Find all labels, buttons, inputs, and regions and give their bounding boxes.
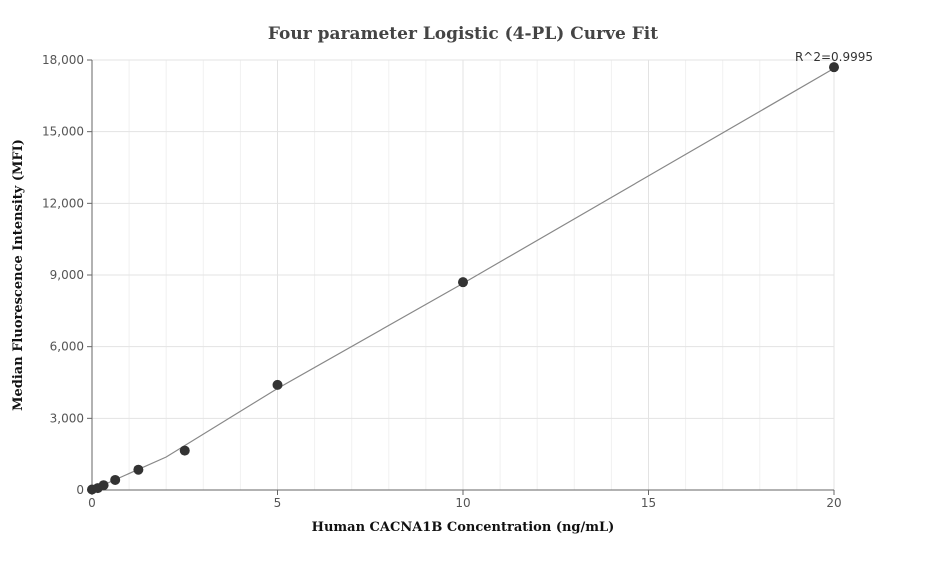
axes: 0 3,000 6,000 9,000 12,000 15,000 18,000 0 5 10 15… [42, 53, 842, 510]
fit-curve-layer [91, 67, 835, 491]
y-tick-label: 9,000 [50, 268, 84, 282]
data-point [179, 445, 190, 456]
data-point [110, 474, 121, 485]
data-point [458, 277, 468, 288]
x-axis-title: Human CACNA1B Concentration (ng/mL) [312, 520, 615, 535]
x-tick-label: 10 [455, 496, 470, 510]
y-tick-label: 0 [76, 483, 84, 497]
data-point [98, 480, 109, 491]
r-squared-annotation: R^2=0.9995 [795, 50, 873, 64]
y-tick-label: 15,000 [42, 125, 84, 139]
y-tick-label: 3,000 [50, 411, 84, 425]
y-tick-label: 12,000 [42, 196, 84, 210]
x-tick-label: 20 [826, 496, 841, 510]
data-point [272, 379, 283, 390]
data-point [133, 464, 144, 475]
x-tick-label: 15 [641, 496, 656, 510]
chart-title: Four parameter Logistic (4-PL) Curve Fit [268, 24, 658, 44]
y-tick-label: 18,000 [42, 53, 84, 67]
data-points [87, 62, 839, 495]
x-tick-label: 0 [88, 496, 96, 510]
fit-curve [91, 67, 835, 491]
x-tick-label: 5 [274, 496, 282, 510]
data-point [829, 62, 839, 73]
y-axis-title: Median Fluorescence Intensity (MFI) [11, 139, 26, 411]
y-tick-label: 6,000 [50, 340, 84, 354]
grid [92, 59, 835, 490]
